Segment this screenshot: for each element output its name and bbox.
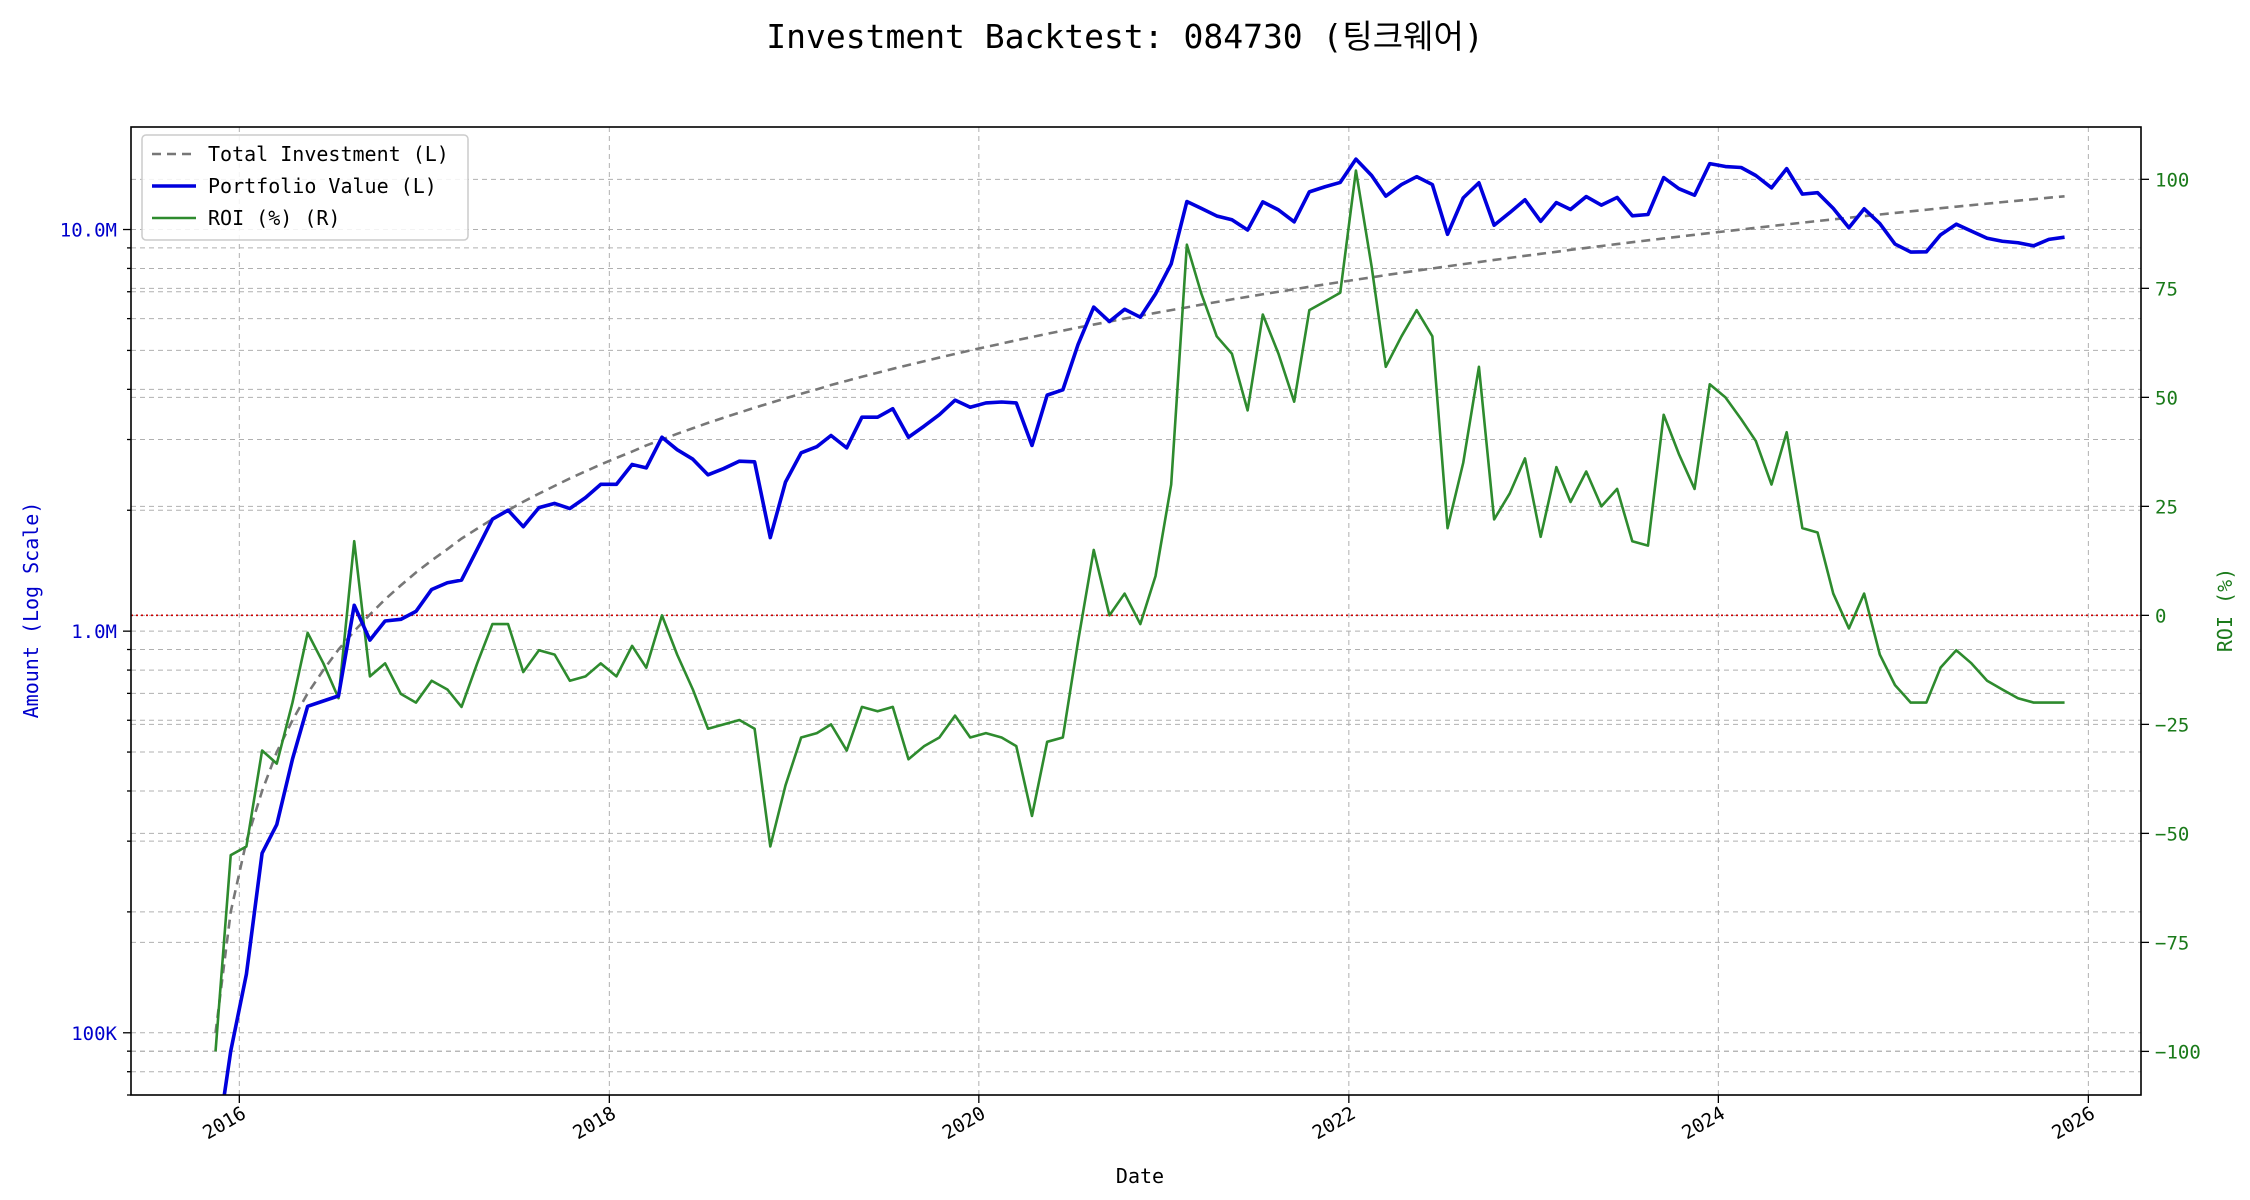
right-tick-label: −25 [2155, 714, 2189, 736]
right-tick-label: −100 [2155, 1041, 2201, 1063]
right-tick-label: 0 [2155, 605, 2166, 627]
legend-label-portfolio-value: Portfolio Value (L) [208, 174, 437, 198]
left-tick-label: 1.0M [71, 621, 117, 643]
left-tick-label: 100K [71, 1023, 117, 1045]
right-tick-label: 50 [2155, 387, 2178, 409]
right-axis-label: ROI (%) [2213, 568, 2237, 652]
right-tick-label: 100 [2155, 169, 2189, 191]
plot-frame [130, 126, 2142, 1096]
series-layer [214, 157, 2065, 1095]
roi-line [214, 169, 2065, 1052]
right-tick-label: −50 [2155, 823, 2189, 845]
left-axis-label: Amount (Log Scale) [19, 502, 43, 719]
x-axis-label: Date [1116, 1164, 1164, 1188]
left-tick-label: 10.0M [60, 220, 117, 242]
legend-label-total-investment: Total Investment (L) [208, 142, 449, 166]
portfolio-value-line [222, 157, 2065, 1095]
legend-label-roi: ROI (%) (R) [208, 206, 340, 230]
right-tick-label: −75 [2155, 932, 2189, 954]
right-tick-label: 75 [2155, 278, 2178, 300]
legend-box [141, 134, 469, 241]
chart-title: Investment Backtest: 084730 (팅크웨어) [766, 17, 1483, 56]
legend: Total Investment (L) Portfolio Value (L)… [141, 134, 469, 241]
grid-layer [131, 127, 2141, 1096]
right-tick-label: 25 [2155, 496, 2178, 518]
